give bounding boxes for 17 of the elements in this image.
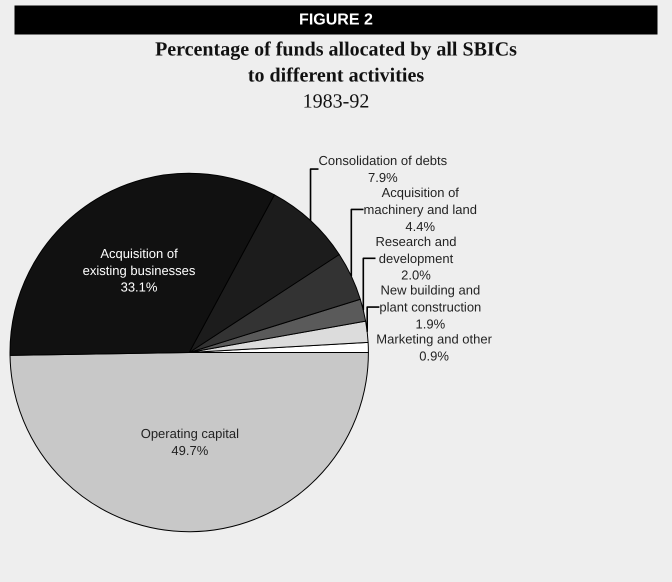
- data-label: 1.9%: [416, 316, 446, 332]
- slice-label: Operating capital: [140, 426, 240, 442]
- slice-label: Acquisition of machinery and land: [364, 185, 477, 217]
- data-label: 2.0%: [401, 268, 432, 283]
- chart-title: Percentage of funds allocated by all SBICs to different activities: [155, 38, 518, 86]
- data-label: 0.9%: [419, 348, 450, 364]
- slice-label: Consolidation of debts: [318, 153, 448, 168]
- data-label: 49.7%: [171, 443, 209, 458]
- slice-label: Acquisition of existing businesses: [82, 246, 196, 278]
- data-label: 33.1%: [120, 280, 158, 295]
- slice-label: Marketing and other: [376, 331, 493, 346]
- chart-subtitle: 1983-92: [302, 90, 370, 112]
- data-label: 7.9%: [368, 170, 398, 186]
- slice-label: New building and plant construction: [379, 282, 482, 315]
- slice-label: Research and development: [376, 234, 456, 266]
- caption: FIGURE 2: [299, 12, 373, 28]
- data-label: 4.4%: [405, 218, 436, 234]
